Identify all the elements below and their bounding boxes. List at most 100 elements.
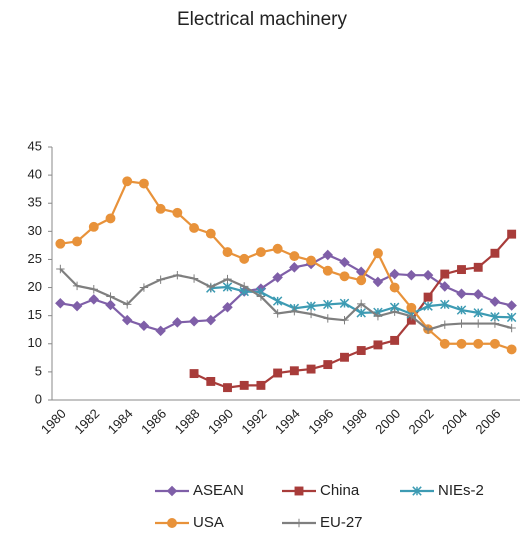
marker <box>122 176 133 187</box>
marker <box>189 223 200 233</box>
legend-label: USA <box>193 514 224 531</box>
marker <box>339 271 350 282</box>
legend-label: China <box>320 482 360 499</box>
marker <box>139 283 149 292</box>
x-tick-label: 1996 <box>305 406 336 437</box>
marker <box>474 319 483 328</box>
marker <box>440 269 450 279</box>
marker <box>290 306 299 316</box>
marker <box>306 301 316 311</box>
marker <box>423 325 433 334</box>
marker <box>490 319 500 328</box>
marker <box>222 247 233 258</box>
marker <box>473 262 483 272</box>
x-tick-label: 2002 <box>406 406 437 437</box>
x-tick-label: 1986 <box>138 406 169 437</box>
marker <box>456 305 467 315</box>
legend-label: ASEAN <box>193 482 244 499</box>
x-tick-label: 1988 <box>172 406 203 437</box>
x-tick-label: 1980 <box>38 406 69 437</box>
marker <box>155 203 166 214</box>
marker <box>507 323 516 333</box>
y-tick-label: 35 <box>28 195 42 210</box>
y-tick-label: 45 <box>28 138 42 153</box>
marker <box>189 274 199 283</box>
marker <box>240 282 249 291</box>
marker <box>422 269 434 281</box>
marker <box>239 253 250 264</box>
marker <box>356 308 366 318</box>
marker <box>457 265 466 275</box>
marker <box>322 249 334 261</box>
marker <box>72 281 82 291</box>
x-tick-label: 2000 <box>372 406 403 437</box>
marker <box>356 346 366 355</box>
marker <box>506 344 517 355</box>
marker <box>407 312 416 321</box>
marker <box>156 275 165 284</box>
marker <box>357 299 366 309</box>
marker <box>289 262 300 273</box>
x-tick-label: 1992 <box>238 406 269 437</box>
marker <box>323 299 333 310</box>
marker <box>71 300 83 312</box>
marker <box>272 243 283 254</box>
marker <box>339 298 350 309</box>
marker <box>138 178 149 189</box>
marker <box>423 292 433 302</box>
marker <box>507 229 517 239</box>
marker <box>439 281 451 292</box>
marker <box>222 301 233 313</box>
marker <box>173 270 182 280</box>
marker <box>223 383 232 393</box>
marker <box>306 364 316 374</box>
marker <box>373 312 383 321</box>
marker <box>472 289 484 300</box>
marker <box>340 315 349 325</box>
marker <box>222 282 233 292</box>
marker <box>255 247 266 258</box>
marker <box>167 518 177 528</box>
marker <box>272 296 283 306</box>
y-tick-label: 20 <box>28 279 42 294</box>
marker <box>389 268 400 280</box>
marker <box>389 282 400 293</box>
marker <box>373 340 383 350</box>
marker <box>273 309 282 318</box>
marker <box>306 255 317 266</box>
marker <box>473 308 483 318</box>
marker <box>489 296 501 307</box>
marker <box>189 369 199 379</box>
marker <box>289 366 299 376</box>
marker <box>289 251 300 262</box>
x-tick-label: 2006 <box>472 406 503 437</box>
marker <box>489 338 500 349</box>
marker <box>406 269 417 281</box>
legend-label: NIEs-2 <box>438 482 484 499</box>
marker <box>439 338 450 349</box>
marker <box>188 316 200 327</box>
y-tick-label: 10 <box>28 335 42 350</box>
marker <box>306 309 316 319</box>
x-tick-label: 1998 <box>339 406 370 437</box>
marker <box>457 319 466 328</box>
marker <box>55 238 66 249</box>
marker <box>456 288 467 300</box>
marker <box>155 325 166 337</box>
marker <box>106 292 115 301</box>
marker <box>390 307 399 316</box>
series-line <box>59 268 512 331</box>
marker <box>123 300 132 309</box>
marker <box>372 276 384 288</box>
x-tick-label: 1990 <box>205 406 236 437</box>
marker <box>490 248 500 258</box>
marker <box>356 275 367 286</box>
y-tick-label: 5 <box>35 363 42 378</box>
marker <box>205 314 217 326</box>
marker <box>390 335 400 345</box>
series-line <box>60 253 512 333</box>
marker <box>205 228 216 239</box>
marker <box>412 486 422 496</box>
